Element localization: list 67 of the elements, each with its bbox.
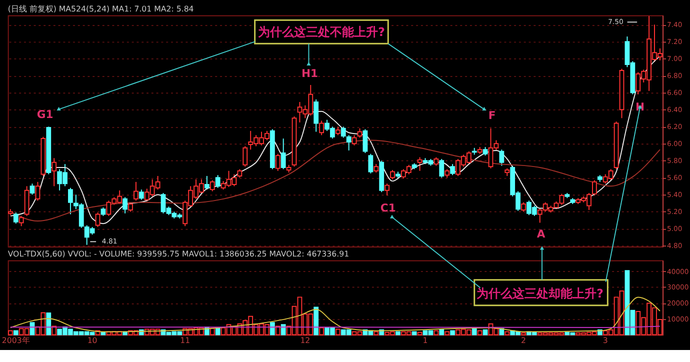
annotation: F bbox=[488, 109, 496, 122]
bar bbox=[46, 312, 52, 336]
bar bbox=[434, 330, 439, 336]
candlestick bbox=[122, 196, 128, 214]
bar bbox=[450, 330, 455, 336]
candlestick bbox=[275, 153, 280, 172]
candlestick bbox=[352, 134, 357, 146]
bar bbox=[504, 331, 510, 336]
candlestick bbox=[417, 156, 422, 172]
x-tick-label: 10 bbox=[87, 336, 98, 346]
bar bbox=[280, 324, 286, 336]
candlestick bbox=[215, 174, 220, 188]
candlestick bbox=[314, 98, 319, 132]
candlestick bbox=[368, 153, 374, 174]
annotation: 为什么这三处不能上升? bbox=[258, 24, 386, 39]
candlestick bbox=[18, 215, 24, 227]
bar bbox=[477, 330, 482, 336]
candlestick bbox=[30, 183, 35, 196]
bar bbox=[444, 331, 450, 336]
x-tick-label: 1 bbox=[422, 336, 428, 346]
x-tick-label: 12 bbox=[300, 336, 310, 346]
annotation: H1 bbox=[301, 66, 318, 80]
bar bbox=[314, 306, 319, 336]
candlestick bbox=[242, 146, 248, 168]
candlestick bbox=[362, 128, 368, 154]
bar bbox=[8, 330, 13, 336]
annotation: 为什么这三处却能上升? bbox=[476, 286, 604, 301]
candlestick bbox=[384, 183, 390, 196]
candlestick bbox=[210, 180, 215, 192]
candlestick bbox=[346, 134, 352, 151]
candlestick bbox=[280, 138, 286, 170]
annotation: A bbox=[536, 228, 546, 241]
candlestick bbox=[138, 189, 144, 200]
bar bbox=[482, 329, 488, 336]
bar bbox=[374, 331, 379, 336]
x-tick-label: 3 bbox=[602, 336, 608, 346]
candlestick bbox=[319, 120, 324, 136]
chart-title: VOL-TDX(5,60) VVOL: - VOLUME: 939595.75 MAVOL1: 1386036.25 MAVOL2: 467336.91 bbox=[8, 249, 350, 258]
candlestick bbox=[24, 186, 30, 216]
candlestick bbox=[340, 126, 346, 138]
x-tick-label: 2003年 bbox=[2, 336, 30, 346]
annotation: G1 bbox=[36, 108, 54, 122]
candlestick bbox=[95, 212, 100, 228]
candlestick bbox=[13, 212, 18, 224]
candlestick bbox=[35, 181, 40, 202]
candlestick bbox=[357, 128, 362, 138]
bar bbox=[417, 332, 422, 336]
candlestick bbox=[134, 181, 138, 202]
bar bbox=[396, 331, 400, 336]
annotation: C1 bbox=[380, 201, 396, 214]
bar bbox=[472, 328, 477, 336]
bar bbox=[335, 328, 340, 336]
candlestick bbox=[450, 164, 455, 176]
candlestick bbox=[52, 158, 57, 187]
bar bbox=[13, 330, 18, 336]
bar bbox=[412, 331, 417, 336]
candlestick bbox=[390, 170, 395, 180]
x-tick-label: 2 bbox=[521, 336, 526, 346]
bar bbox=[270, 322, 275, 336]
annotation: H bbox=[636, 100, 645, 114]
candlestick bbox=[439, 158, 444, 178]
candlestick bbox=[521, 202, 526, 212]
candlestick bbox=[499, 149, 504, 166]
candlestick bbox=[204, 175, 210, 190]
x-tick-label: 11 bbox=[180, 336, 190, 346]
chart-title: (日线 前复权) MA524(5,24) MA1: 7.01 MA2: 5.84 bbox=[8, 4, 194, 14]
bar bbox=[319, 327, 324, 336]
